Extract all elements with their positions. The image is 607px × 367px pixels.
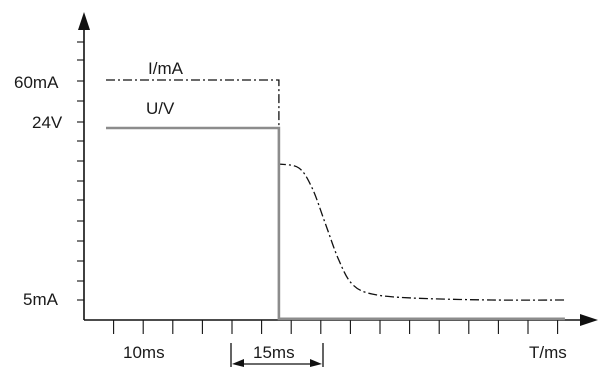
span-arrow-right-icon — [310, 359, 322, 367]
series-label-voltage: U/V — [146, 99, 175, 118]
x-annotation-10ms: 10ms — [123, 343, 165, 362]
x-axis-label: T/ms — [529, 343, 567, 362]
span-arrow-left-icon — [232, 359, 244, 367]
x-axis-arrow-icon — [580, 314, 598, 326]
series-line-voltage — [106, 126, 565, 321]
x-annotation-15ms: 15ms — [253, 343, 295, 362]
y-tick-label-5mA: 5mA — [23, 290, 59, 309]
y-ticks — [77, 41, 84, 301]
y-tick-label-24V: 24V — [32, 113, 63, 132]
y-tick-label-60mA: 60mA — [14, 73, 59, 92]
y-axis-arrow-icon — [78, 12, 90, 30]
x-ticks — [113, 320, 559, 334]
series-line-current — [106, 79, 565, 301]
series-label-current: I/mA — [148, 59, 184, 78]
